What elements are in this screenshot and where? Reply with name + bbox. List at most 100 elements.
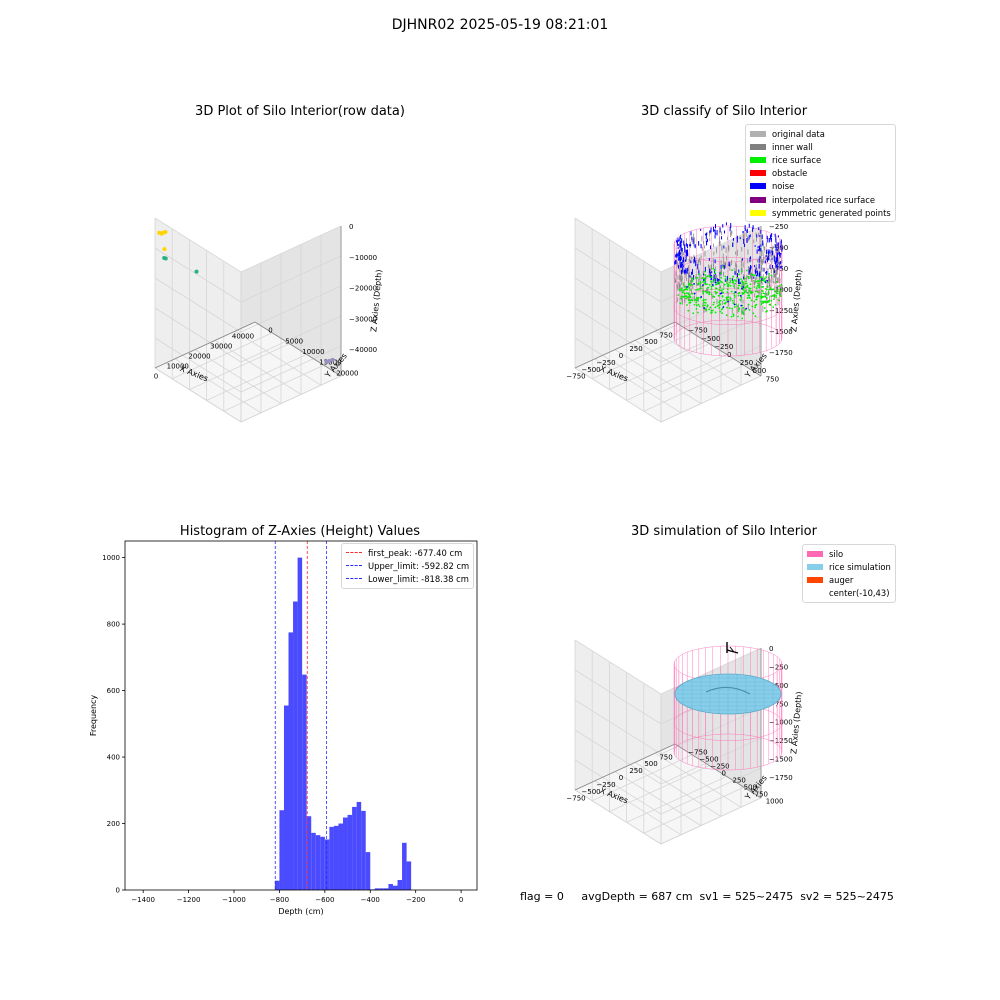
rice-point — [695, 301, 698, 304]
y-axis-line — [674, 321, 762, 377]
noise-point — [762, 240, 764, 246]
wall-point — [712, 259, 714, 267]
wall-point — [693, 233, 695, 240]
noise-point — [764, 281, 767, 284]
x-axis-line — [574, 743, 676, 791]
rice-point — [687, 292, 689, 294]
wall-point — [754, 277, 756, 284]
rice-point — [762, 295, 765, 298]
rice-point — [708, 308, 711, 311]
noise-point — [714, 234, 716, 239]
rice-point — [726, 299, 728, 301]
tick-label: 250 — [629, 345, 642, 353]
noise-point — [722, 224, 724, 228]
rice-point — [740, 285, 743, 288]
rice-point — [761, 302, 763, 304]
grid-line — [614, 349, 702, 404]
wall-point — [743, 274, 745, 279]
rice-point — [679, 297, 682, 300]
rice-point — [760, 276, 763, 279]
wall-point — [712, 258, 714, 262]
panel2-3d-classify: −750−500−2500250500750−750−500−250025050… — [566, 217, 804, 423]
wall-point — [685, 238, 687, 243]
wall-point — [729, 267, 731, 271]
noise-point — [756, 274, 758, 277]
wall-point — [771, 261, 773, 264]
legend-label: first_peak: -677.40 cm — [368, 547, 463, 558]
rice-point — [682, 291, 684, 294]
noise-point — [758, 245, 760, 251]
rice-point — [697, 296, 700, 299]
noise-point — [752, 227, 754, 232]
rice-point — [710, 288, 713, 291]
noise-point — [708, 258, 710, 261]
noise-point — [679, 256, 681, 260]
wall-point — [710, 268, 711, 274]
rice-point — [713, 296, 716, 298]
wall-point — [771, 248, 773, 253]
wall-point — [777, 299, 779, 306]
tick-label: 40000 — [232, 333, 254, 341]
rice-point — [708, 291, 711, 294]
wall-point — [778, 248, 780, 253]
wall-point — [738, 303, 740, 310]
noise-point — [779, 253, 781, 258]
rice-point — [775, 281, 778, 283]
legend-item-noise: noise — [750, 180, 891, 193]
noise-point — [775, 261, 777, 266]
wall-point — [722, 300, 724, 305]
grid-line — [194, 349, 282, 404]
rice-point — [710, 281, 713, 284]
rice-point — [770, 288, 773, 291]
wall-point — [726, 255, 727, 261]
noise-point — [776, 263, 778, 267]
noise-point — [687, 244, 689, 249]
noise-point — [677, 237, 679, 241]
wall-point — [706, 232, 708, 235]
wall-point — [768, 275, 770, 282]
rice-point — [698, 305, 701, 308]
noise-point — [773, 255, 775, 262]
wall-point — [696, 279, 697, 286]
wall-point — [745, 277, 747, 282]
wall-point — [777, 285, 779, 290]
noise-point — [774, 270, 776, 273]
wall-point — [697, 278, 699, 283]
wall-point — [769, 282, 771, 287]
noise-point — [675, 261, 677, 264]
x-axis-line — [574, 321, 676, 369]
noise-point — [674, 261, 676, 265]
noise-point — [679, 237, 681, 242]
noise-point — [766, 270, 768, 276]
noise-point — [702, 279, 705, 281]
rice-point — [694, 298, 697, 301]
wall-point — [753, 239, 755, 244]
rice-point — [778, 293, 781, 296]
wall-point — [714, 266, 716, 272]
legend-label: original data — [772, 128, 825, 139]
rice-point — [738, 307, 741, 310]
noise-point — [774, 260, 776, 264]
legend-swatch — [750, 156, 766, 163]
noise-point — [760, 230, 762, 234]
wall-point — [758, 232, 759, 237]
tick-label: 0 — [721, 770, 725, 778]
wall-point — [681, 277, 683, 282]
rice-point — [733, 306, 736, 308]
rice-point — [765, 297, 768, 300]
rice-point — [714, 290, 717, 293]
wall-point — [676, 297, 678, 303]
tick-label: −1200 — [177, 896, 201, 904]
tick-label: 200 — [107, 820, 120, 828]
rice-point — [723, 283, 726, 286]
noise-point — [677, 255, 679, 261]
noise-point — [754, 265, 756, 268]
rice-point — [696, 298, 699, 301]
rice-point — [728, 281, 731, 284]
wall-point — [775, 276, 777, 281]
grid-line — [574, 367, 662, 423]
noise-point — [745, 307, 748, 310]
noise-point — [781, 265, 783, 269]
wall-point — [689, 256, 691, 261]
noise-point — [771, 233, 773, 238]
